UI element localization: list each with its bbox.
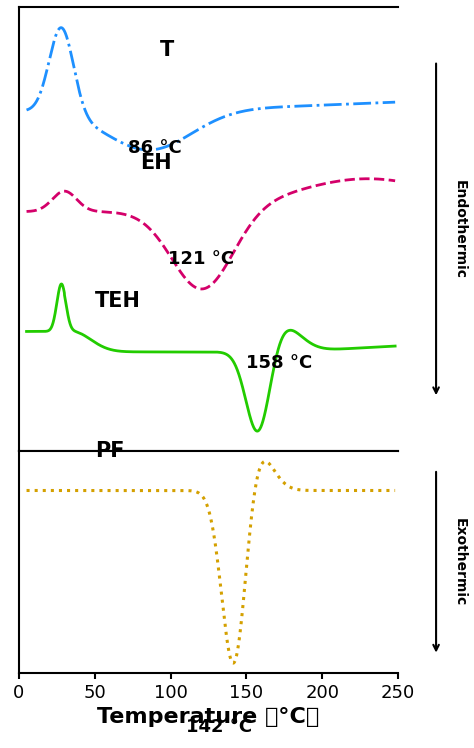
Text: EH: EH [140, 153, 172, 174]
Text: Exothermic: Exothermic [453, 518, 467, 607]
Text: 121 °C: 121 °C [168, 251, 234, 269]
Text: 142 °C: 142 °C [186, 718, 252, 736]
Text: T: T [160, 40, 174, 60]
Text: 86 °C: 86 °C [128, 139, 182, 157]
Text: Endothermic: Endothermic [453, 180, 467, 279]
X-axis label: Temperature （°C）: Temperature （°C） [98, 707, 319, 727]
Text: 158 °C: 158 °C [246, 354, 313, 372]
Text: TEH: TEH [95, 291, 141, 310]
Text: PF: PF [95, 441, 124, 461]
